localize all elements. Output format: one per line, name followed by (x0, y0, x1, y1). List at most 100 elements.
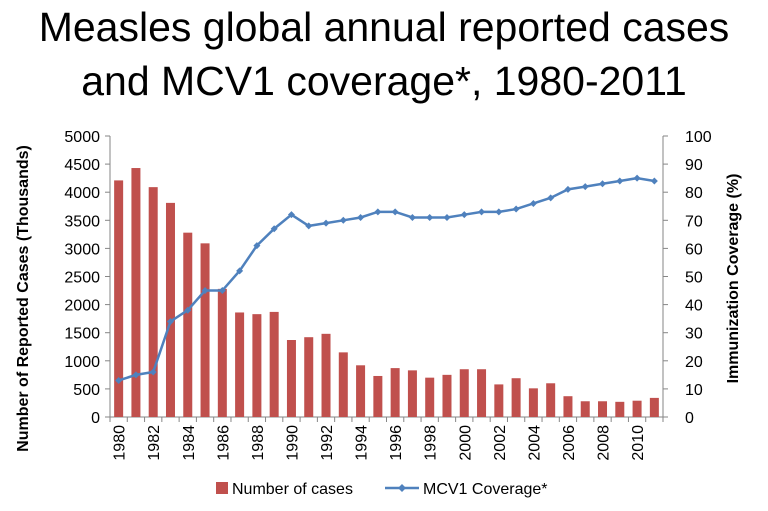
point-mcv1-1998 (426, 213, 434, 221)
bar-cases-2005 (546, 383, 556, 417)
chart-title-line-2: and MCV1 coverage*, 1980-2011 (81, 58, 687, 104)
point-mcv1-1981 (132, 371, 140, 379)
point-mcv1-2006 (564, 185, 572, 193)
y-axis-right-label: Immunization Coverage (%) (725, 174, 742, 384)
bar-cases-2007 (580, 401, 590, 417)
point-mcv1-2001 (478, 208, 486, 216)
x-tick-label: 1992 (319, 425, 336, 461)
bar-cases-2009 (615, 401, 625, 417)
y-left-tick-label: 5000 (64, 129, 100, 146)
line-mcv1-coverage (118, 176, 655, 382)
x-tick-label: 1998 (423, 425, 440, 461)
x-tick-label: 2010 (630, 425, 647, 461)
point-mcv1-1999 (443, 213, 451, 221)
bar-cases-1995 (373, 375, 383, 417)
y-left-tick-label: 1500 (64, 326, 100, 343)
x-tick-label: 1984 (181, 425, 198, 461)
bar-cases-2001 (477, 369, 487, 417)
point-mcv1-1996 (391, 208, 399, 216)
chart-title-line-1: Measles global annual reported cases (38, 4, 730, 50)
legend-swatch-cases (216, 482, 228, 494)
point-mcv1-2007 (581, 183, 589, 191)
y-left-tick-label: 4500 (64, 157, 100, 174)
y-right-tick-label: 10 (685, 382, 703, 399)
point-mcv1-1985 (201, 287, 209, 295)
point-mcv1-1984 (184, 306, 192, 314)
x-tick-label: 1982 (146, 425, 163, 461)
bar-cases-1985 (200, 243, 210, 417)
point-mcv1-1997 (408, 213, 416, 221)
point-mcv1-2005 (547, 194, 555, 202)
y-right-tick-label: 70 (685, 213, 703, 230)
legend-marker-mcv1 (398, 484, 406, 492)
point-mcv1-1993 (339, 216, 347, 224)
y-right-tick-label: 60 (685, 241, 703, 258)
point-mcv1-2008 (599, 180, 607, 188)
x-tick-label: 1988 (250, 425, 267, 461)
y-axis-left-label: Number of Reported Cases (Thousands) (15, 145, 32, 452)
bar-cases-1998 (425, 377, 435, 417)
bar-cases-1984 (183, 232, 193, 417)
point-mcv1-2010 (633, 174, 641, 182)
bar-cases-1989 (269, 311, 279, 417)
legend-label-mcv1: MCV1 Coverage* (423, 481, 548, 498)
bar-cases-1988 (252, 314, 262, 417)
point-mcv1-2002 (495, 208, 503, 216)
y-right-tick-label: 30 (685, 326, 703, 343)
y-left-tick-label: 3500 (64, 213, 100, 230)
y-left-tick-label: 2500 (64, 270, 100, 287)
bar-cases-1994 (356, 365, 366, 417)
point-mcv1-2011 (650, 177, 658, 185)
y-right-tick-label: 80 (685, 185, 703, 202)
y-left-tick-label: 500 (73, 382, 100, 399)
y-right-tick-label: 0 (685, 410, 694, 427)
point-mcv1-1987 (236, 267, 244, 275)
legend-label-cases: Number of cases (232, 481, 353, 498)
x-tick-label: 1996 (388, 425, 405, 461)
bar-cases-2008 (598, 401, 608, 417)
point-mcv1-2003 (512, 205, 520, 213)
bar-cases-2002 (494, 384, 504, 417)
point-mcv1-1990 (287, 211, 295, 219)
bar-cases-1993 (338, 352, 348, 417)
y-left-tick-label: 1000 (64, 354, 100, 371)
bar-cases-1987 (235, 312, 245, 417)
point-mcv1-1991 (305, 222, 313, 230)
point-mcv1-2009 (616, 177, 624, 185)
bar-cases-1980 (114, 180, 124, 417)
point-mcv1-1983 (166, 317, 174, 325)
point-mcv1-1986 (218, 287, 226, 295)
bar-cases-2004 (528, 388, 538, 417)
point-mcv1-2000 (460, 211, 468, 219)
point-mcv1-1988 (253, 242, 261, 250)
y-right-tick-label: 100 (685, 129, 712, 146)
bar-cases-2006 (563, 396, 573, 417)
point-mcv1-1989 (270, 225, 278, 233)
bar-cases-2011 (649, 397, 659, 417)
bar-cases-1991 (304, 337, 314, 417)
x-tick-label: 1994 (354, 425, 371, 461)
x-tick-label: 2008 (596, 425, 613, 461)
x-tick-label: 2004 (526, 425, 543, 461)
bar-cases-1996 (390, 368, 400, 417)
y-right-tick-label: 90 (685, 157, 703, 174)
bar-cases-1999 (442, 374, 452, 417)
y-left-tick-label: 2000 (64, 298, 100, 315)
x-tick-label: 2002 (492, 425, 509, 461)
y-left-tick-label: 0 (91, 410, 100, 427)
point-mcv1-1995 (374, 208, 382, 216)
point-mcv1-2004 (529, 199, 537, 207)
x-tick-label: 1986 (215, 425, 232, 461)
y-left-tick-label: 4000 (64, 185, 100, 202)
bar-cases-2010 (632, 400, 642, 417)
x-tick-label: 1980 (112, 425, 129, 461)
bar-cases-1983 (165, 202, 175, 417)
x-tick-label: 2006 (561, 425, 578, 461)
x-tick-label: 1990 (284, 425, 301, 461)
bar-cases-1997 (407, 370, 417, 417)
bar-cases-2003 (511, 378, 521, 417)
point-mcv1-1992 (322, 219, 330, 227)
bar-cases-1981 (131, 168, 141, 417)
bar-cases-2000 (459, 369, 469, 417)
